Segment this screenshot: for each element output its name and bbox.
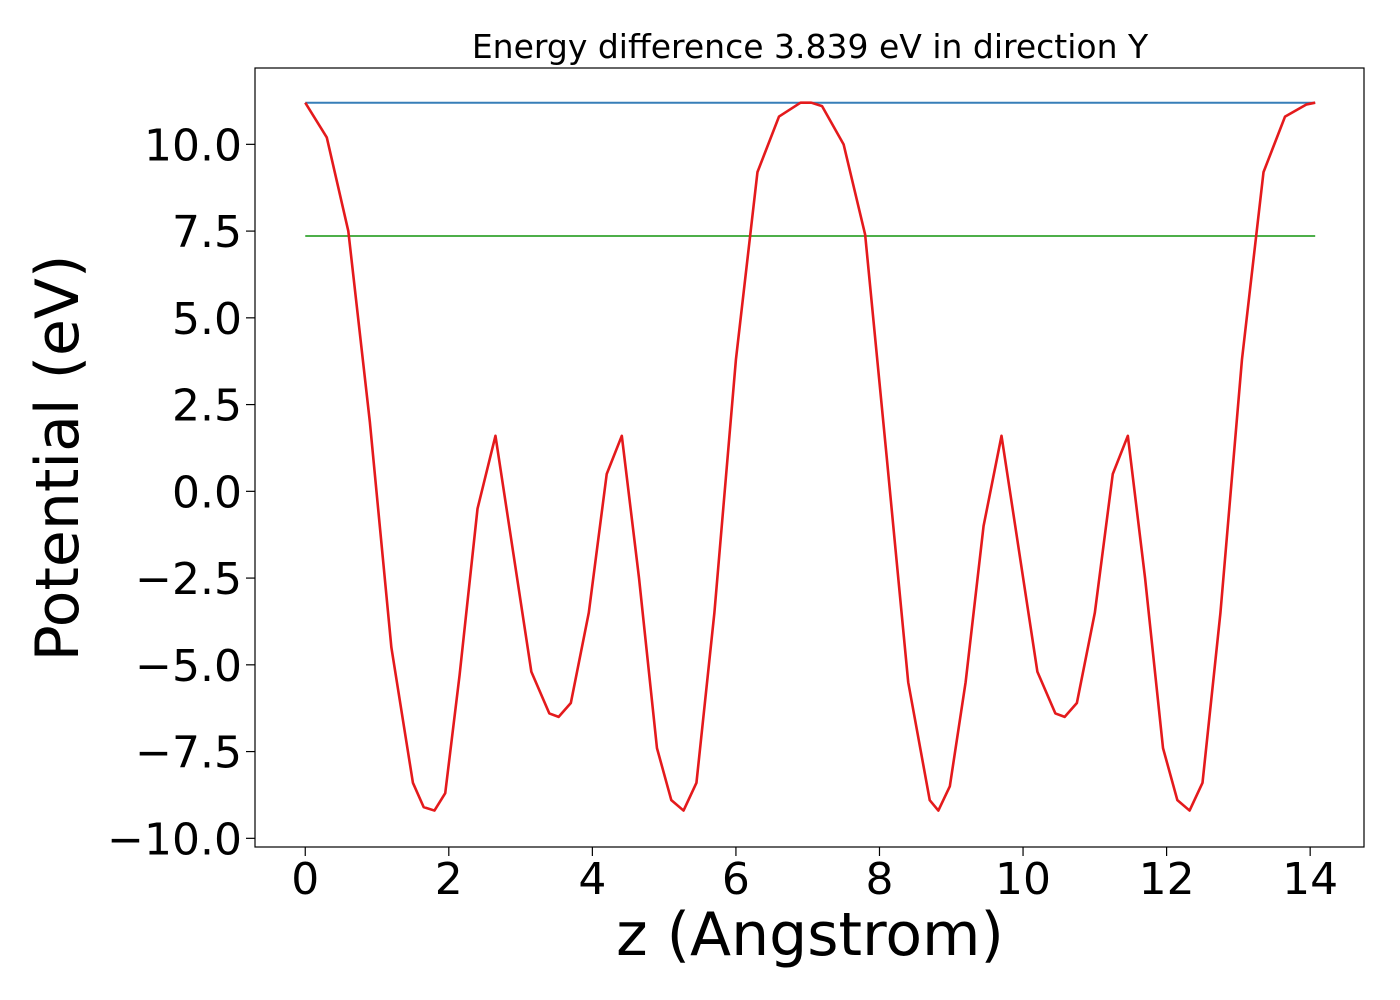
y-axis-title: Potential (eV) [23,255,93,662]
series-line-0 [304,101,1316,812]
y-tick-label: 10.0 [144,120,242,171]
y-tick-label: 5.0 [172,294,242,345]
x-tick-label: 0 [291,854,319,905]
series-layer [304,101,1316,812]
plot-frame [254,67,1365,848]
y-tick-label: −2.5 [135,554,242,605]
y-tick-label: 0.0 [172,467,242,518]
y-axis: −10.0 −7.5 −5.0 −2.5 0.0 2.5 5.0 7.5 10.0 [107,120,255,865]
y-tick-label: 7.5 [172,207,242,258]
x-tick-label: 12 [1139,854,1195,905]
x-axis-title: z (Angstrom) [616,900,1004,970]
chart-title: Energy difference 3.839 eV in direction … [472,27,1149,66]
y-tick-label: −5.0 [135,641,242,692]
y-tick-label: 2.5 [172,381,242,432]
x-tick-label: 8 [865,854,893,905]
y-tick-label: −7.5 [135,728,242,779]
x-tick-label: 14 [1282,854,1338,905]
x-tick-label: 2 [435,854,463,905]
x-tick-label: 4 [578,854,606,905]
x-tick-label: 6 [722,854,750,905]
x-tick-label: 10 [995,854,1051,905]
y-tick-label: −10.0 [107,814,242,865]
x-axis: 0 2 4 6 8 10 12 14 [291,847,1338,905]
